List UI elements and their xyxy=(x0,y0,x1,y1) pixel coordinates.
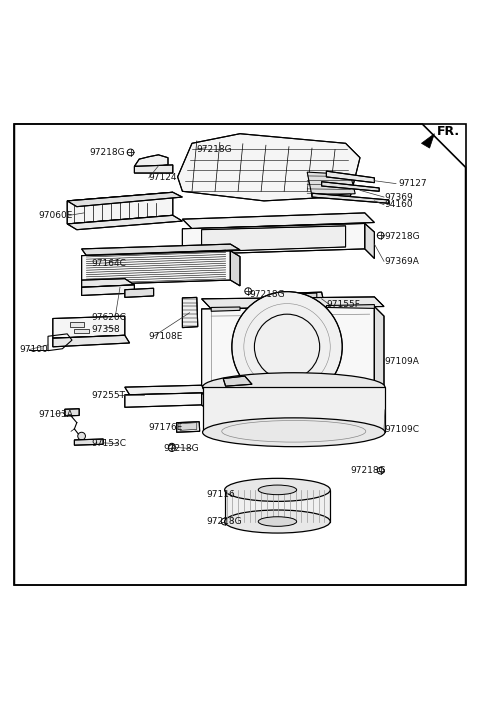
Circle shape xyxy=(377,467,384,474)
Text: 94160: 94160 xyxy=(384,200,413,209)
Polygon shape xyxy=(134,155,168,167)
Bar xyxy=(74,328,89,333)
Text: 97218G: 97218G xyxy=(89,148,125,157)
Text: 97369A: 97369A xyxy=(384,257,419,266)
Polygon shape xyxy=(202,226,346,252)
Ellipse shape xyxy=(258,485,297,495)
Polygon shape xyxy=(203,387,385,432)
Text: 97164C: 97164C xyxy=(91,259,126,268)
Polygon shape xyxy=(202,306,374,386)
Text: 97127: 97127 xyxy=(398,179,427,188)
Ellipse shape xyxy=(225,479,330,501)
Polygon shape xyxy=(180,423,197,430)
Text: 97369: 97369 xyxy=(384,193,413,201)
Polygon shape xyxy=(134,165,173,173)
Polygon shape xyxy=(82,244,240,256)
Text: 97060E: 97060E xyxy=(38,211,73,220)
Text: 97116: 97116 xyxy=(206,490,235,499)
Circle shape xyxy=(221,518,228,525)
Polygon shape xyxy=(125,385,206,395)
Polygon shape xyxy=(182,223,365,255)
Circle shape xyxy=(168,445,175,452)
Polygon shape xyxy=(326,305,374,308)
Ellipse shape xyxy=(203,418,385,447)
Polygon shape xyxy=(211,307,240,311)
Ellipse shape xyxy=(258,517,297,526)
Text: 97218G: 97218G xyxy=(250,289,285,298)
Polygon shape xyxy=(65,409,79,416)
Circle shape xyxy=(245,288,252,294)
Polygon shape xyxy=(202,297,384,309)
Text: 97103A: 97103A xyxy=(38,410,73,418)
Polygon shape xyxy=(67,192,182,206)
Bar xyxy=(70,322,84,327)
Polygon shape xyxy=(82,251,230,285)
Polygon shape xyxy=(53,335,130,347)
Polygon shape xyxy=(421,134,434,148)
Circle shape xyxy=(168,443,175,450)
Text: 97109C: 97109C xyxy=(384,425,419,435)
Polygon shape xyxy=(211,383,250,386)
Polygon shape xyxy=(297,293,317,301)
Text: 97155F: 97155F xyxy=(326,300,360,308)
Polygon shape xyxy=(225,490,330,522)
Text: 97620C: 97620C xyxy=(91,313,126,322)
Polygon shape xyxy=(67,216,182,230)
Polygon shape xyxy=(53,316,125,338)
Polygon shape xyxy=(223,376,252,386)
Polygon shape xyxy=(326,381,365,385)
Text: 97153C: 97153C xyxy=(91,440,126,448)
Text: 97109A: 97109A xyxy=(384,357,419,366)
Polygon shape xyxy=(177,422,200,432)
Text: 97218G: 97218G xyxy=(197,145,232,154)
Text: 97108E: 97108E xyxy=(149,332,183,341)
Text: 97100: 97100 xyxy=(19,345,48,354)
Text: 97255T: 97255T xyxy=(91,391,125,400)
Polygon shape xyxy=(182,297,198,328)
Text: 97218G: 97218G xyxy=(384,233,420,241)
Text: 97176E: 97176E xyxy=(149,423,183,432)
Polygon shape xyxy=(293,292,324,304)
Polygon shape xyxy=(322,182,379,191)
Circle shape xyxy=(377,232,384,239)
Text: 97358: 97358 xyxy=(91,325,120,333)
Ellipse shape xyxy=(225,510,330,533)
Polygon shape xyxy=(312,194,389,203)
Ellipse shape xyxy=(203,373,385,401)
Polygon shape xyxy=(307,172,355,196)
Polygon shape xyxy=(67,192,173,224)
Circle shape xyxy=(232,291,342,402)
Text: 97218G: 97218G xyxy=(163,444,199,453)
Polygon shape xyxy=(14,124,466,585)
Text: 97124: 97124 xyxy=(149,174,177,182)
Polygon shape xyxy=(178,134,360,201)
Polygon shape xyxy=(82,285,134,296)
Text: FR.: FR. xyxy=(437,125,460,138)
Polygon shape xyxy=(326,171,374,183)
Circle shape xyxy=(127,149,134,156)
Polygon shape xyxy=(125,289,154,297)
Polygon shape xyxy=(74,439,103,445)
Polygon shape xyxy=(125,393,202,407)
Text: 97218G: 97218G xyxy=(350,466,386,475)
Polygon shape xyxy=(182,213,374,229)
Circle shape xyxy=(203,144,210,151)
Polygon shape xyxy=(365,223,374,259)
Polygon shape xyxy=(230,251,240,286)
Polygon shape xyxy=(202,393,206,409)
Polygon shape xyxy=(374,306,384,393)
Text: 97218G: 97218G xyxy=(206,517,242,526)
Circle shape xyxy=(78,432,85,440)
Polygon shape xyxy=(82,279,134,287)
